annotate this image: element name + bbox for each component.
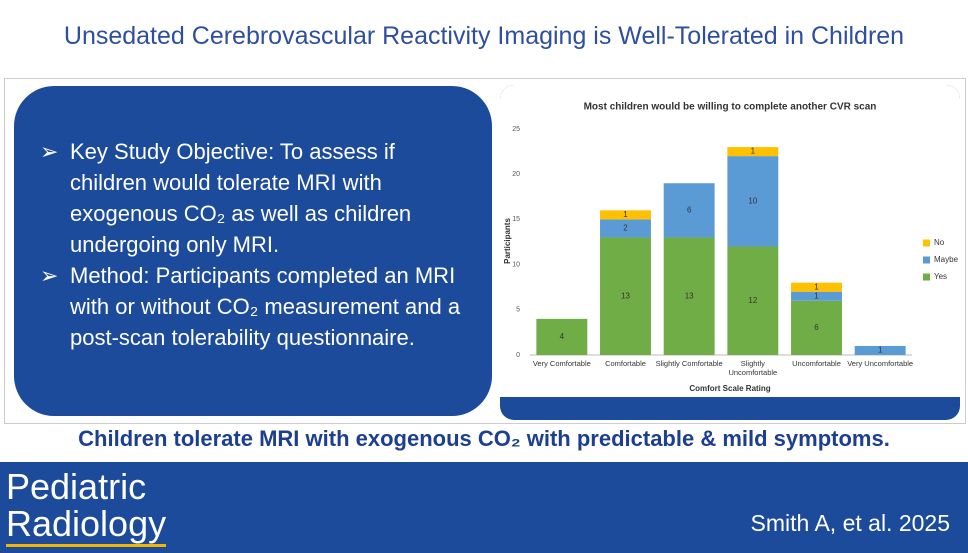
data-label: 6	[687, 205, 692, 214]
bar-segment	[791, 291, 842, 301]
y-tick-label: 20	[512, 171, 520, 178]
conclusion: Children tolerate MRI with exogenous CO₂…	[78, 426, 890, 451]
bar-segment	[600, 237, 651, 355]
data-label: 1	[623, 210, 628, 219]
bullet: ➢ Key Study Objective: To assess if child…	[40, 136, 462, 260]
y-tick-label: 25	[512, 126, 520, 133]
bar-segment	[663, 183, 715, 238]
title: Unsedated Cerebrovascular Reactivity Ima…	[63, 22, 905, 50]
bar-segment	[791, 300, 842, 355]
bullet: ➢ Method: Participants completed an MRI w…	[40, 260, 462, 353]
bar-segment	[727, 147, 779, 157]
objective-box: ➢ Key Study Objective: To assess if child…	[14, 86, 492, 416]
x-tick-label: Very Comfortable	[532, 359, 591, 368]
citation: Smith A, et al. 2025	[750, 510, 950, 536]
bar-segment	[727, 156, 779, 247]
chart-title: Most children would be willing to comple…	[584, 102, 877, 113]
x-tick-label: Slightly Uncomfortable	[728, 359, 778, 377]
bullet-text: Key Study Objective: To assess if childr…	[70, 139, 412, 257]
bar-segment	[600, 219, 651, 238]
data-label: 13	[685, 291, 694, 300]
chart-box: Most children would be willing to comple…	[500, 85, 960, 420]
x-tick-label: Comfortable	[605, 359, 646, 368]
y-tick-label: 10	[512, 261, 520, 268]
data-label: 1	[878, 346, 883, 355]
journal-logo: Pediatric Radiology	[6, 466, 167, 547]
bar-segment	[727, 246, 779, 355]
data-label: 4	[560, 332, 565, 341]
legend-label: No	[934, 238, 945, 247]
chart: Most children would be willing to comple…	[500, 85, 960, 397]
y-tick-label: 0	[516, 352, 520, 359]
legend-label: Yes	[934, 272, 947, 281]
legend-swatch	[923, 239, 930, 247]
bullet-text: Method: Participants completed an MRI wi…	[70, 263, 461, 350]
y-axis-label: Participants	[503, 218, 512, 264]
x-tick-label: Slightly Comfortable	[655, 359, 723, 368]
legend-swatch	[923, 273, 930, 281]
bar-segment	[663, 237, 715, 355]
journal-line: Pediatric	[6, 466, 147, 507]
bar-segment	[854, 345, 906, 355]
data-label: 12	[748, 296, 757, 305]
bar-segment	[536, 318, 588, 355]
data-label: 10	[748, 196, 757, 205]
data-label: 1	[814, 282, 819, 291]
legend-swatch	[923, 256, 930, 264]
data-label: 6	[814, 323, 819, 332]
data-label: 2	[623, 224, 628, 233]
data-label: 1	[814, 291, 819, 300]
bar-segment	[600, 210, 651, 220]
data-label: 1	[751, 147, 756, 156]
bar-segment	[791, 282, 842, 292]
legend-label: Maybe	[934, 255, 959, 264]
y-tick-label: 5	[516, 307, 520, 314]
x-tick-label: Very Uncomfortable	[847, 359, 914, 368]
x-tick-label: Uncomfortable	[792, 359, 841, 368]
x-axis-label: Comfort Scale Rating	[689, 384, 770, 393]
journal-line: Radiology	[6, 503, 167, 544]
footer: Pediatric Radiology Smith A, et al. 2025	[0, 462, 968, 553]
y-tick-label: 15	[512, 216, 520, 223]
data-label: 13	[621, 291, 630, 300]
